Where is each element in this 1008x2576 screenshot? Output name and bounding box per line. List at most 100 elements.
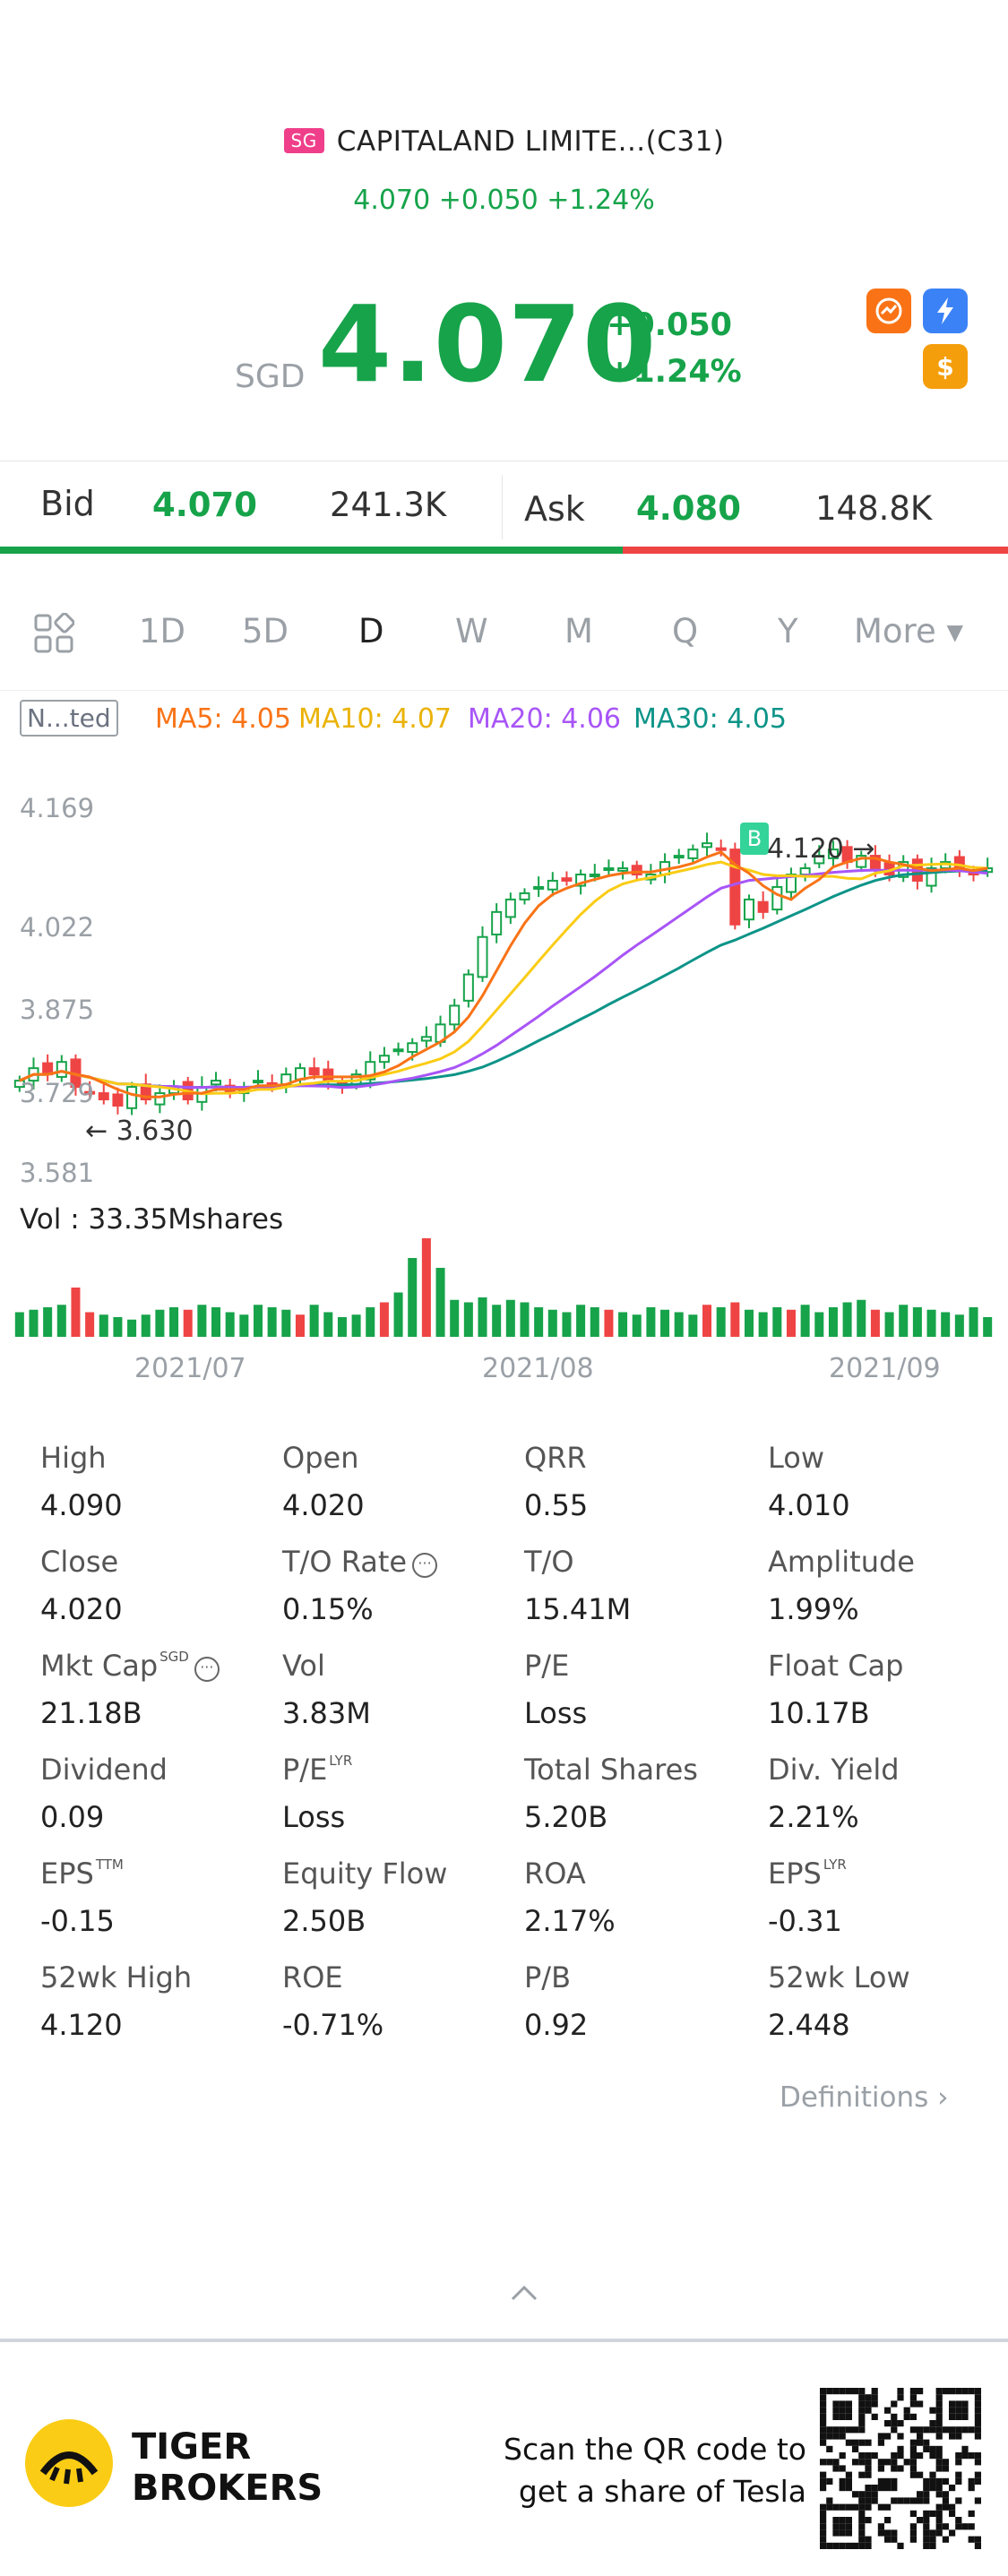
stat-label-text: P/E	[282, 1753, 328, 1787]
qr-module	[923, 2485, 930, 2492]
tab-quarterly[interactable]: Q	[672, 612, 699, 650]
qr-module	[935, 2529, 943, 2537]
tab-5d[interactable]: 5D	[242, 612, 289, 650]
info-icon[interactable]: ···	[412, 1553, 438, 1578]
info-icon[interactable]: ···	[194, 1657, 220, 1682]
qr-module	[865, 2407, 872, 2414]
qr-module	[891, 2536, 898, 2543]
price-change: +0.050	[607, 307, 733, 343]
qr-module	[955, 2477, 962, 2485]
volume-bar	[14, 1312, 24, 1337]
brand-line-2: BROKERS	[132, 2468, 323, 2509]
qr-module	[955, 2459, 962, 2466]
qr-module	[929, 2477, 936, 2485]
stat-value: Loss	[524, 1696, 588, 1730]
qr-module	[858, 2420, 866, 2427]
definitions-link[interactable]: Definitions ›	[780, 2081, 949, 2114]
qr-module	[929, 2407, 936, 2414]
tab-weekly[interactable]: W	[455, 612, 488, 650]
qr-module	[884, 2503, 892, 2511]
volume-bar	[604, 1309, 614, 1337]
qr-module	[820, 2517, 827, 2524]
layout-grid-icon[interactable]	[33, 613, 74, 654]
qr-module	[845, 2439, 852, 2446]
qr-module	[852, 2439, 859, 2446]
qr-module	[891, 2452, 898, 2460]
candlestick-chart[interactable]	[0, 771, 1008, 1389]
tab-yearly[interactable]: Y	[778, 612, 798, 650]
qr-module	[942, 2536, 949, 2543]
candle-body	[575, 874, 587, 887]
stat-value: 2.448	[768, 2008, 850, 2042]
buy-marker[interactable]: B	[740, 823, 769, 855]
chart-badge-icon[interactable]	[866, 289, 911, 333]
qr-module	[917, 2388, 924, 2395]
volume-bar	[225, 1312, 235, 1337]
qr-module	[923, 2529, 930, 2537]
volume-bar	[899, 1305, 909, 1337]
stat-value: 4.020	[282, 1488, 365, 1522]
adjust-mode-button[interactable]: N...ted	[20, 700, 118, 737]
volume-bar	[155, 1309, 165, 1337]
tab-1d[interactable]: 1D	[139, 612, 186, 650]
qr-module	[826, 2542, 833, 2549]
candle-body	[252, 1080, 264, 1084]
volume-bar	[421, 1238, 431, 1337]
stat-label: P/E	[524, 1649, 569, 1683]
candle-body	[211, 1080, 222, 1086]
candle-body	[771, 885, 783, 911]
volume-bar	[912, 1307, 922, 1337]
volume-bar	[954, 1314, 964, 1337]
qr-module	[929, 2485, 936, 2492]
collapse-caret-icon[interactable]	[509, 2283, 539, 2303]
qr-module	[935, 2523, 943, 2530]
qr-module	[968, 2426, 975, 2434]
qr-module	[923, 2542, 930, 2549]
qr-module	[877, 2485, 884, 2492]
volume-bar	[239, 1314, 249, 1337]
price-change-percent: +1.24%	[607, 354, 742, 390]
volume-bar	[800, 1305, 810, 1337]
dollar-icon[interactable]: $	[923, 344, 968, 389]
volume-bar	[71, 1288, 81, 1337]
volume-bar	[674, 1312, 684, 1337]
qr-module	[961, 2452, 969, 2460]
candle-body	[154, 1092, 166, 1106]
qr-module	[865, 2497, 872, 2504]
stat-label: Total Shares	[524, 1753, 698, 1787]
tab-daily[interactable]: D	[358, 612, 384, 650]
ma20-label: MA20: 4.06	[468, 703, 622, 735]
qr-module	[832, 2400, 840, 2408]
y-tick-label: 3.581	[20, 1158, 95, 1188]
stat-value: 3.83M	[282, 1696, 371, 1730]
qr-module	[923, 2445, 930, 2452]
stat-value: -0.71%	[282, 2008, 384, 2042]
volume-bar	[183, 1309, 193, 1337]
qr-module	[884, 2459, 892, 2466]
qr-module	[891, 2497, 898, 2504]
volume-bar	[393, 1292, 403, 1337]
qr-module	[923, 2491, 930, 2498]
qr-module	[974, 2452, 981, 2460]
qr-module	[832, 2407, 840, 2414]
stat-label: QRR	[524, 1441, 587, 1475]
qr-module	[820, 2413, 827, 2420]
stat-label-text: 52wk High	[40, 1960, 193, 1994]
qr-module	[961, 2413, 969, 2420]
tab-monthly[interactable]: M	[564, 612, 593, 650]
tab-more[interactable]: More ▾	[854, 612, 964, 650]
qr-module	[845, 2400, 852, 2408]
candle-body	[392, 1048, 404, 1053]
stat-label-text: ROE	[282, 1960, 343, 1994]
qr-module	[858, 2542, 866, 2549]
volume-bar	[56, 1305, 66, 1337]
qr-module	[917, 2433, 924, 2440]
qr-module	[949, 2413, 956, 2420]
volume-bar	[366, 1307, 375, 1337]
qr-module	[968, 2477, 975, 2485]
qr-module	[820, 2471, 827, 2478]
stat-label: ROE	[282, 1960, 343, 1994]
qr-module	[923, 2439, 930, 2446]
candle-body	[112, 1093, 124, 1107]
lightning-icon[interactable]	[923, 289, 968, 333]
